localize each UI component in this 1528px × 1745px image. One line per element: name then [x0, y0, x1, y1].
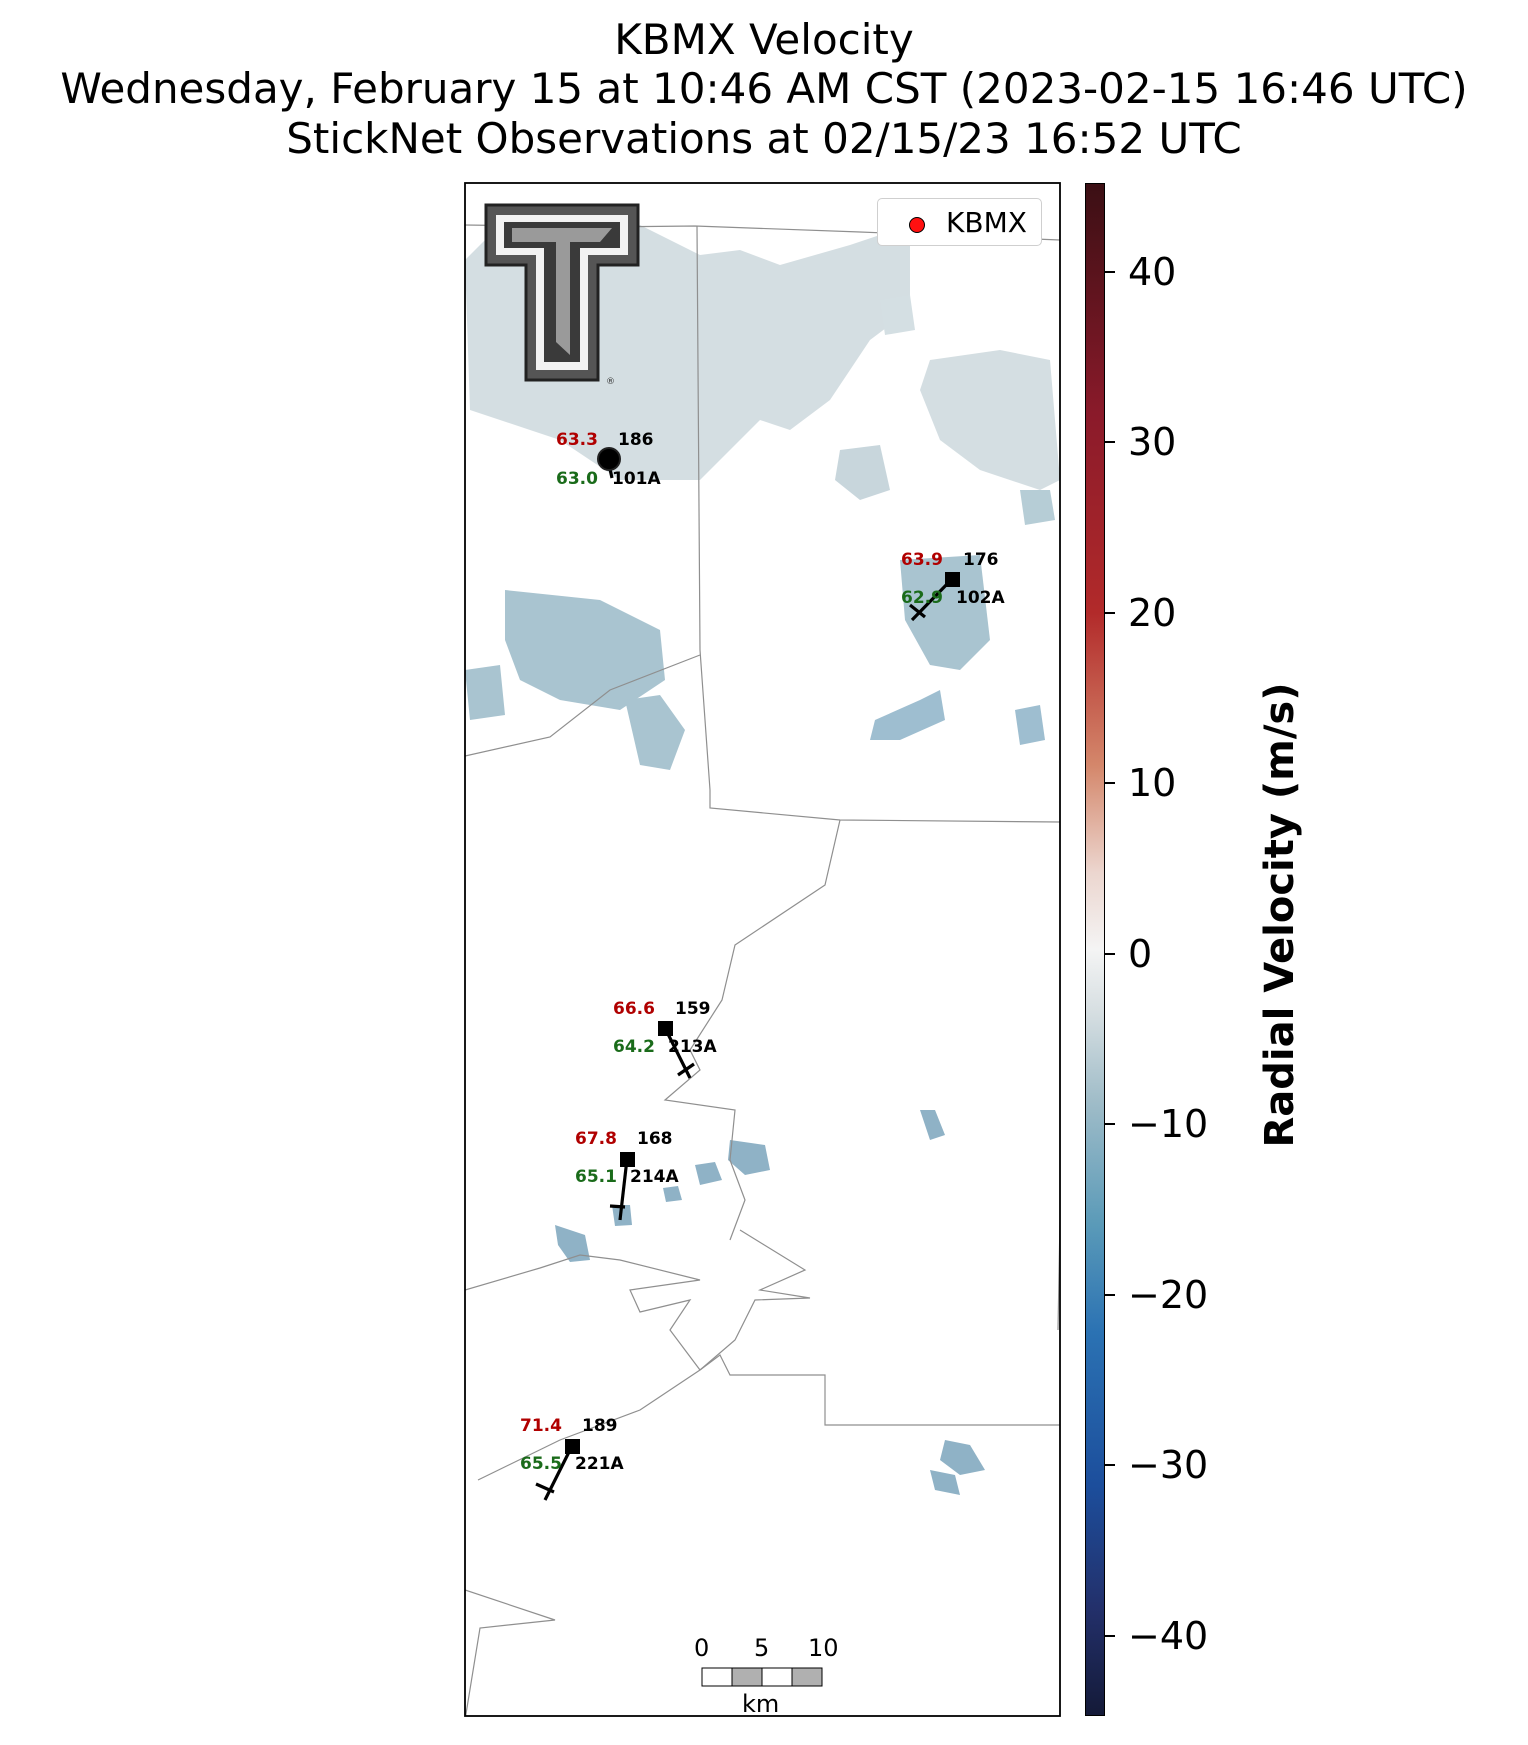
colorbar-tick-label: −40 — [1128, 1614, 1209, 1658]
colorbar-tickmark — [1105, 1294, 1115, 1296]
station-221A-id: 221A — [575, 1454, 624, 1474]
chart-title: KBMX Velocity — [614, 15, 914, 64]
colorbar-tick-label: −10 — [1128, 1102, 1209, 1146]
colorbar-tick-label: 40 — [1128, 250, 1177, 294]
colorbar-tickmark — [1105, 271, 1115, 273]
station-markers — [565, 572, 960, 1454]
station-101A-id: 101A — [612, 469, 661, 489]
station-102A-id: 102A — [956, 588, 1005, 608]
colorbar-tick-label: 10 — [1128, 761, 1177, 805]
station-214A-id: 214A — [630, 1167, 679, 1187]
scalebar-unit: km — [742, 1690, 780, 1718]
station-102A-dir: 176 — [963, 550, 999, 570]
scale-bar — [701, 1667, 823, 1687]
station-marker-221A — [565, 1439, 580, 1454]
station-221A-dir: 189 — [582, 1416, 618, 1436]
station-214A-dew: 65.1 — [575, 1167, 617, 1187]
colorbar-tickmark — [1105, 1464, 1115, 1466]
colorbar-tickmark — [1105, 782, 1115, 784]
radar-echoes — [465, 225, 1060, 1495]
colorbar-tickmark — [1105, 441, 1115, 443]
station-102A-dew: 62.9 — [901, 588, 943, 608]
chart-subtitle-observations: StickNet Observations at 02/15/23 16:52 … — [286, 114, 1242, 163]
station-101A-dew: 63.0 — [556, 469, 598, 489]
station-102A-temp: 63.9 — [901, 550, 943, 570]
chart-subtitle-datetime: Wednesday, February 15 at 10:46 AM CST (… — [60, 64, 1468, 113]
colorbar-tick-label: −30 — [1128, 1443, 1209, 1487]
station-213A-temp: 66.6 — [613, 999, 655, 1019]
station-marker-214A — [620, 1152, 635, 1167]
station-101A-dir: 186 — [618, 430, 654, 450]
legend-label: KBMX — [946, 206, 1027, 239]
station-marker-102A — [945, 572, 960, 587]
station-marker-213A — [658, 1021, 673, 1036]
map-frame — [464, 182, 1061, 1717]
station-213A-dir: 159 — [675, 999, 711, 1019]
colorbar — [1085, 183, 1105, 1716]
texas-tech-logo-icon: ® — [484, 203, 640, 387]
station-221A-temp: 71.4 — [520, 1416, 562, 1436]
scalebar-tick-0: 0 — [694, 1634, 710, 1662]
colorbar-tickmark — [1105, 612, 1115, 614]
kbmx-radar-site-marker — [597, 447, 621, 471]
station-214A-dir: 168 — [637, 1129, 673, 1149]
colorbar-tick-label: 30 — [1128, 420, 1177, 464]
station-213A-dew: 64.2 — [613, 1037, 655, 1057]
colorbar-tickmark — [1105, 1123, 1115, 1125]
station-221A-dew: 65.5 — [520, 1454, 562, 1474]
colorbar-tickmark — [1105, 953, 1115, 955]
scalebar-tick-10: 10 — [808, 1634, 839, 1662]
station-214A-temp: 67.8 — [575, 1129, 617, 1149]
colorbar-tick-label: 0 — [1128, 932, 1153, 976]
station-213A-id: 213A — [668, 1037, 717, 1057]
colorbar-label: Radial Velocity (m/s) — [1257, 682, 1303, 1148]
scalebar-tick-5: 5 — [754, 1634, 770, 1662]
station-101A-temp: 63.3 — [556, 430, 598, 450]
kbmx-legend-marker-icon — [909, 217, 925, 233]
colorbar-tickmark — [1105, 1635, 1115, 1637]
colorbar-tick-label: −20 — [1128, 1273, 1209, 1317]
svg-text:®: ® — [606, 377, 615, 387]
map-legend: KBMX — [877, 198, 1042, 246]
colorbar-tick-label: 20 — [1128, 591, 1177, 635]
